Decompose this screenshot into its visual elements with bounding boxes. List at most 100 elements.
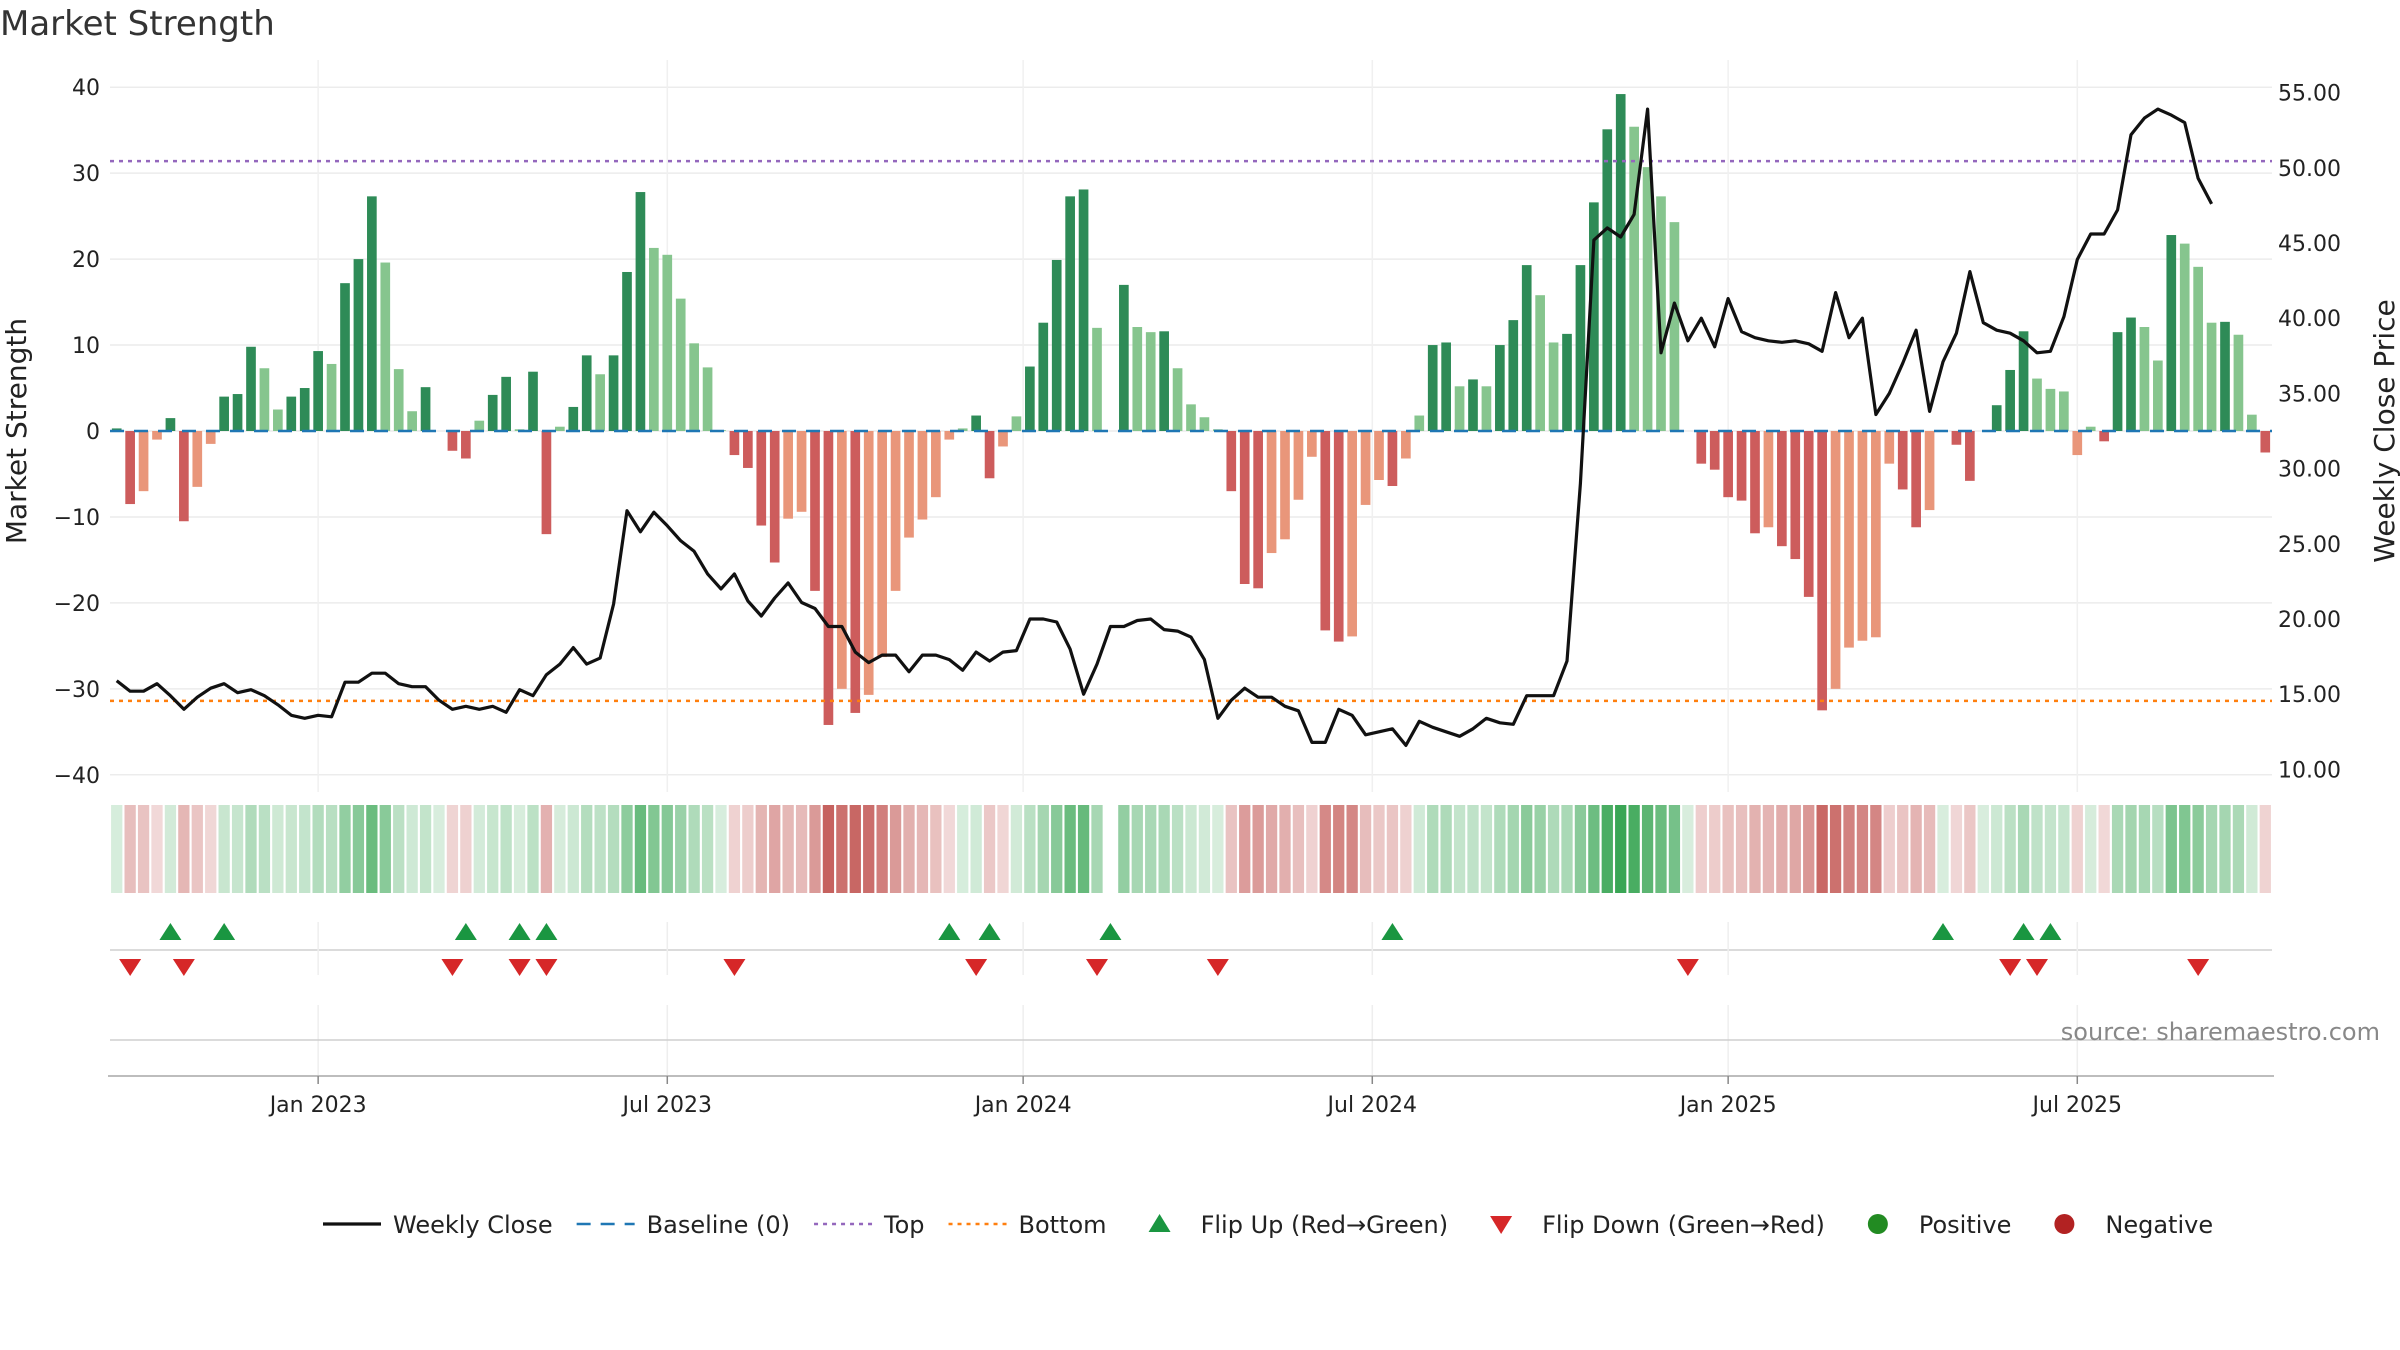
strength-bar xyxy=(2179,243,2190,431)
heat-cell xyxy=(607,805,620,893)
legend-negative-swatch xyxy=(2054,1214,2075,1234)
strength-bar xyxy=(1535,295,1545,431)
strength-bar xyxy=(474,420,485,431)
strength-bar xyxy=(1414,415,1425,431)
y2-tick-label: 30.00 xyxy=(2278,458,2341,483)
strength-bar xyxy=(1763,431,1774,528)
heat-cell xyxy=(1762,805,1775,893)
heat-cell xyxy=(809,805,821,893)
strength-bar xyxy=(662,254,673,431)
flip-up-marker xyxy=(978,923,1001,940)
strength-bars xyxy=(111,94,2271,725)
strength-bar xyxy=(675,298,686,431)
heat-cell xyxy=(1131,805,1143,893)
heat-cell xyxy=(1789,805,1801,893)
heat-cell xyxy=(1467,805,1479,893)
strength-bar xyxy=(179,431,189,522)
strength-bar xyxy=(1186,404,1196,431)
heat-cell xyxy=(782,805,794,893)
x-tick-label: Jan 2024 xyxy=(973,1093,1072,1118)
strength-bar xyxy=(111,428,122,431)
strength-bar xyxy=(2005,369,2015,431)
x-tick-label: Jan 2025 xyxy=(1678,1093,1777,1118)
heat-cell xyxy=(755,805,767,893)
flip-up-marker xyxy=(938,923,961,940)
heat-cell xyxy=(433,805,445,893)
heat-cell xyxy=(487,805,499,893)
heat-cell xyxy=(1977,805,1989,893)
heat-cell xyxy=(1091,805,1103,893)
heat-cell xyxy=(1615,805,1627,893)
strength-bar xyxy=(622,271,632,431)
strength-bar xyxy=(971,415,981,431)
heat-cell xyxy=(299,805,311,893)
heat-cell xyxy=(231,805,244,893)
strength-bar xyxy=(1025,366,1035,431)
strength-bar xyxy=(729,431,740,456)
strength-bar xyxy=(1374,431,1384,480)
strength-bar xyxy=(555,426,565,431)
strength-bar xyxy=(1266,431,1277,554)
strength-bar xyxy=(2045,388,2056,431)
heat-cell xyxy=(1641,805,1654,893)
strength-bar xyxy=(581,355,592,431)
heat-cell xyxy=(621,805,633,893)
heat-cell xyxy=(312,805,324,893)
strength-bar xyxy=(340,283,350,431)
x-tick-label: Jul 2024 xyxy=(1326,1093,1418,1118)
legend-positive-swatch xyxy=(1867,1214,1888,1234)
strength-bar xyxy=(1011,416,1022,431)
strength-bar xyxy=(2072,431,2083,456)
strength-bar xyxy=(393,369,404,431)
strength-bar xyxy=(313,351,323,431)
heat-cell xyxy=(1198,805,1211,893)
heat-cell xyxy=(1964,805,1976,893)
heat-cell xyxy=(1923,805,1936,893)
flip-up-marker xyxy=(213,923,236,940)
heat-cell xyxy=(1709,805,1721,893)
heat-cell xyxy=(769,805,781,893)
strength-bar xyxy=(850,431,861,713)
flip-down-marker xyxy=(508,959,531,976)
x-tick-label: Jan 2023 xyxy=(268,1093,367,1118)
strength-bar xyxy=(1468,379,1478,431)
heat-cell xyxy=(513,805,526,893)
heat-cell xyxy=(2085,805,2097,893)
strength-bar xyxy=(1656,196,1666,431)
source-label: source: sharemaestro.com xyxy=(2061,1018,2380,1046)
strength-bar xyxy=(1307,431,1317,457)
heat-cell xyxy=(903,805,915,893)
strength-bar xyxy=(487,394,498,431)
heat-cell xyxy=(1077,805,1090,893)
heat-cell xyxy=(1427,805,1439,893)
flip-up-marker xyxy=(1932,923,1954,940)
strength-bar xyxy=(1521,265,1532,431)
strength-bar xyxy=(219,396,229,431)
strength-bar xyxy=(2260,431,2271,453)
heat-cell xyxy=(1279,805,1291,893)
heat-cell xyxy=(943,805,955,893)
heat-cell xyxy=(1722,805,1734,893)
legend-label: Top xyxy=(883,1211,925,1239)
legend-label: Negative xyxy=(2105,1211,2213,1239)
flip-down-marker xyxy=(1086,959,1108,976)
y2-tick-label: 40.00 xyxy=(2278,307,2341,332)
heat-cell xyxy=(2031,805,2043,893)
strength-bar xyxy=(1078,189,1089,431)
weekly-close-line xyxy=(115,107,2214,748)
flip-up-marker xyxy=(454,923,477,940)
strength-bar xyxy=(595,374,605,431)
heat-cell xyxy=(1306,805,1318,893)
heat-cell xyxy=(1588,805,1600,893)
heat-cell xyxy=(957,805,969,893)
y-tick-label: −10 xyxy=(54,506,100,531)
heat-cell xyxy=(1547,805,1560,893)
y-tick-label: 10 xyxy=(72,334,100,359)
y2-tick-label: 25.00 xyxy=(2278,533,2341,558)
flip-down-marker xyxy=(1999,959,2022,976)
strength-bar xyxy=(1642,167,1653,431)
heat-cell xyxy=(1145,805,1157,893)
y-tick-label: −20 xyxy=(54,592,100,617)
heat-cell xyxy=(352,805,365,893)
legend-label: Positive xyxy=(1919,1211,2012,1239)
